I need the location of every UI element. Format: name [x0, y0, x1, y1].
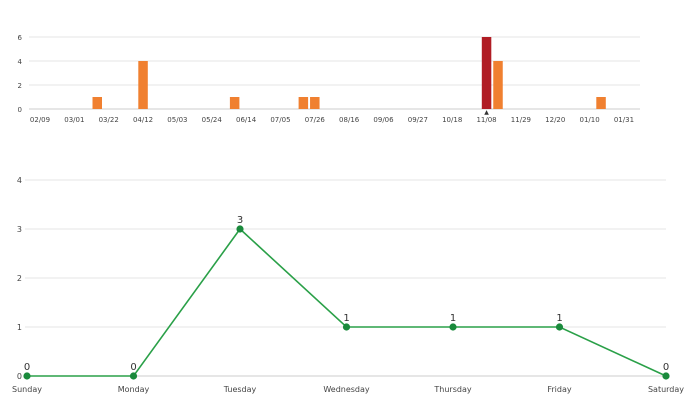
data-point	[555, 323, 564, 331]
y-tick-label: 0	[18, 106, 22, 114]
data-label: 1	[556, 313, 562, 324]
bar	[92, 97, 102, 109]
data-label: 0	[663, 362, 669, 373]
data-point	[23, 372, 31, 380]
y-tick-label: 4	[18, 58, 23, 66]
x-tick-label: 09/06	[373, 116, 394, 124]
bar	[493, 61, 503, 109]
bar	[229, 97, 240, 109]
data-point	[662, 372, 670, 380]
x-tick-label: 01/31	[614, 116, 634, 124]
x-tick-label: 01/10	[580, 116, 600, 124]
x-tick-label: 07/05	[270, 116, 290, 124]
data-point	[236, 225, 244, 233]
x-tick-label: 08/16	[339, 116, 360, 124]
y-tick-label: 3	[17, 225, 22, 234]
x-tick-label: 11/29	[511, 116, 531, 124]
x-tick-label: 03/01	[64, 116, 84, 124]
x-tick-label: Tuesday	[223, 385, 257, 394]
x-tick-label: 05/24	[202, 116, 223, 124]
x-tick-label: 06/14	[236, 116, 257, 124]
data-label: 3	[237, 215, 243, 226]
data-label: 0	[130, 362, 136, 373]
data-label: 1	[450, 313, 456, 324]
bar	[298, 97, 309, 109]
x-tick-label: Sunday	[12, 385, 42, 394]
x-tick-label: 10/18	[442, 116, 462, 124]
data-point	[449, 323, 457, 331]
bar	[138, 61, 148, 109]
x-tick-label: 12/20	[545, 116, 565, 124]
bar	[481, 37, 492, 109]
data-label: 1	[343, 313, 349, 324]
x-tick-label: Wednesday	[323, 385, 370, 394]
data-point	[342, 323, 351, 331]
y-tick-label: 0	[17, 372, 22, 381]
line-chart: 0 1 2 3 4 Sunday Monday Tuesday Wednesday Thursda…	[12, 176, 684, 394]
marker-icon: ▲	[484, 109, 489, 116]
x-tick-label: 04/12	[133, 116, 153, 124]
y-tick-label: 1	[17, 323, 22, 332]
data-label: 0	[24, 362, 30, 373]
y-tick-label: 2	[18, 82, 22, 90]
x-tick-label: 09/27	[408, 116, 428, 124]
data-point	[129, 372, 138, 380]
bar	[596, 97, 606, 109]
bar	[310, 97, 320, 109]
y-tick-label: 2	[17, 274, 22, 283]
x-tick-label: 11/08	[476, 116, 496, 124]
series-line	[27, 227, 667, 377]
x-tick-label: 02/09	[30, 116, 50, 124]
y-tick-label: 4	[17, 176, 22, 185]
x-tick-label: Monday	[118, 385, 150, 394]
y-tick-label: 6	[18, 34, 23, 42]
bar-chart: 0 2 4 6 02/09 03/01 03/22 04/12 05/03 05/24 06/14 0…	[18, 34, 640, 124]
x-tick-label: 03/22	[99, 116, 119, 124]
x-tick-label: 05/03	[167, 116, 187, 124]
x-tick-label: 07/26	[305, 116, 326, 124]
x-tick-label: Saturday	[648, 385, 684, 394]
x-tick-label: Thursday	[433, 385, 471, 394]
x-tick-label: Friday	[547, 385, 572, 394]
